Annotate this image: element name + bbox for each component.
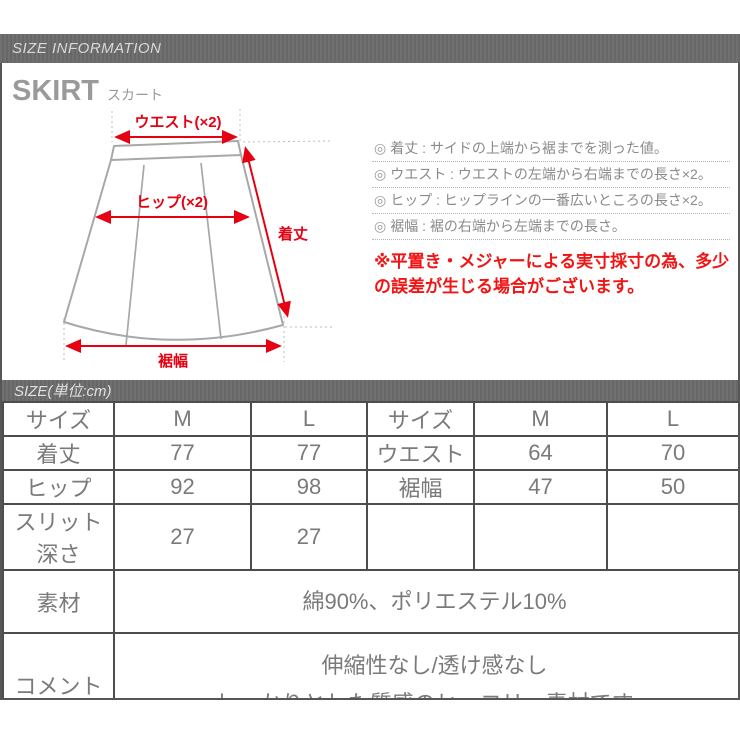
note-waist: ◎ ウエスト : ウエストの左端から右端までの長さ×2。 <box>372 162 730 188</box>
length-arrow <box>242 146 291 318</box>
row-label-waist: ウエスト <box>366 435 475 471</box>
size-unit-title: SIZE(単位:cm) <box>14 383 112 400</box>
product-header: SKIRT スカート <box>2 63 738 108</box>
note-text: ヒップ : ヒップラインの一番広いところの長さ×2。 <box>390 192 712 208</box>
content-box: SKIRT スカート <box>0 63 740 700</box>
row-label-hem: 裾幅 <box>366 469 475 505</box>
table-row: 着丈 77 77 ウエスト 64 70 <box>2 435 738 471</box>
hip-l-value: 98 <box>250 469 368 505</box>
waist-label: ウエスト(×2) <box>134 114 221 131</box>
col-header-size-left: サイズ <box>2 401 115 437</box>
length-label: 着丈 <box>277 225 308 243</box>
comment-label: コメント <box>2 632 115 698</box>
material-label: 素材 <box>2 569 115 634</box>
hem-m-value: 47 <box>473 469 608 505</box>
skirt-outline <box>63 140 284 346</box>
table-row: スリット深さ 27 27 <box>2 503 738 571</box>
note-text: 裾幅 : 裾の右端から左端までの長さ。 <box>390 218 626 234</box>
diagram-and-notes-row: ウエスト(×2) ヒップ(×2) 着丈 裾幅 ◎ 着丈 : サイドの上端から裾まで… <box>2 108 738 373</box>
size-table: サイズ M L サイズ M L 着丈 77 77 ウエスト 64 70 ヒップ <box>2 401 738 699</box>
row-label-slit-depth: スリット深さ <box>2 503 115 571</box>
waist-m-value: 64 <box>473 435 608 471</box>
hip-label: ヒップ(×2) <box>136 194 208 211</box>
skirt-measurement-diagram: ウエスト(×2) ヒップ(×2) 着丈 裾幅 <box>63 109 333 370</box>
measurement-notes-list: ◎ 着丈 : サイドの上端から裾までを測った値。 ◎ ウエスト : ウエストの左端か… <box>372 136 730 240</box>
hem-label: 裾幅 <box>158 352 188 370</box>
col-header-l-left: L <box>250 401 368 437</box>
material-row: 素材 綿90%、ポリエステル10% <box>2 569 738 634</box>
comment-value: 伸縮性なし/透け感なし しっかりとした質感のヒッコリー素材です。 <box>113 632 738 699</box>
note-text: ウエスト : ウエストの左端から右端までの長さ×2。 <box>390 166 712 182</box>
dotted-guide-lines <box>63 109 333 362</box>
double-circle-bullet: ◎ <box>374 140 387 156</box>
size-information-page: SIZE INFORMATION SKIRT スカート <box>0 0 740 700</box>
product-category-subtitle: スカート <box>107 87 163 103</box>
length-l-value: 77 <box>250 435 368 471</box>
comment-row: コメント 伸縮性なし/透け感なし しっかりとした質感のヒッコリー素材です。 <box>2 632 738 699</box>
col-header-m-left: M <box>113 401 252 437</box>
slit-m-value: 27 <box>113 503 252 571</box>
measurement-caution: ※平置き・メジャーによる実寸採寸の為、多少 の誤差が生じる場合がございます。 <box>372 250 730 299</box>
comment-line-2: しっかりとした質感のヒッコリー素材です。 <box>216 691 654 699</box>
size-unit-bar: SIZE(単位:cm) <box>2 380 738 401</box>
size-information-title: SIZE INFORMATION <box>12 40 162 57</box>
slit-l-value: 27 <box>250 503 368 571</box>
comment-line-1: 伸縮性なし/透け感なし <box>321 653 548 679</box>
caution-line-1: ※平置き・メジャーによる実寸採寸の為、多少 <box>374 252 730 271</box>
note-text: 着丈 : サイドの上端から裾までを測った値。 <box>390 140 668 156</box>
length-m-value: 77 <box>113 435 252 471</box>
measurement-notes: ◎ 着丈 : サイドの上端から裾までを測った値。 ◎ ウエスト : ウエストの左端か… <box>368 108 738 373</box>
size-information-bar: SIZE INFORMATION <box>0 34 740 63</box>
product-category-title: SKIRT <box>12 75 99 107</box>
material-value: 綿90%、ポリエステル10% <box>113 569 738 634</box>
double-circle-bullet: ◎ <box>374 166 387 182</box>
double-circle-bullet: ◎ <box>374 192 387 208</box>
waist-l-value: 70 <box>606 435 738 471</box>
col-header-size-right: サイズ <box>366 401 475 437</box>
empty-cell <box>606 503 738 571</box>
note-hem: ◎ 裾幅 : 裾の右端から左端までの長さ。 <box>372 214 730 240</box>
col-header-m-right: M <box>473 401 608 437</box>
double-circle-bullet: ◎ <box>374 218 387 234</box>
top-whitespace <box>0 0 740 34</box>
caution-line-2: の誤差が生じる場合がございます。 <box>374 276 645 296</box>
hem-l-value: 50 <box>606 469 738 505</box>
row-label-length: 着丈 <box>2 435 115 471</box>
size-table-header-row: サイズ M L サイズ M L <box>2 401 738 437</box>
note-length: ◎ 着丈 : サイドの上端から裾までを測った値。 <box>372 136 730 162</box>
empty-cell <box>366 503 475 571</box>
hip-m-value: 92 <box>113 469 252 505</box>
col-header-l-right: L <box>606 401 738 437</box>
empty-cell <box>473 503 608 571</box>
row-label-hip: ヒップ <box>2 469 115 505</box>
table-row: ヒップ 92 98 裾幅 47 50 <box>2 469 738 505</box>
note-hip: ◎ ヒップ : ヒップラインの一番広いところの長さ×2。 <box>372 188 730 214</box>
